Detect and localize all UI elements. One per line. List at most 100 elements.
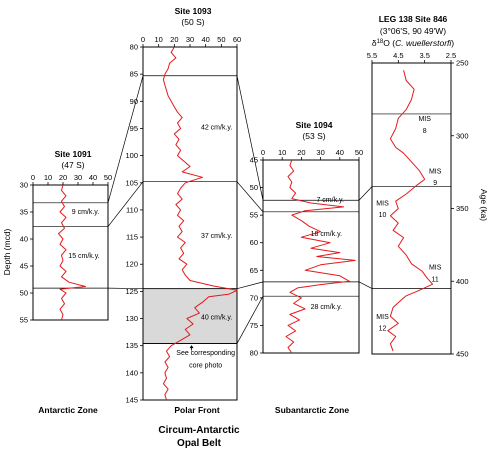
site1093-subtitle: (50 S) <box>181 17 204 27</box>
site1094-xtick-label-2: 20 <box>297 148 305 157</box>
site1091-title: Site 1091 <box>55 149 92 159</box>
site1093-ytick-label-0: 80 <box>130 43 138 52</box>
tie-line-6 <box>236 296 264 344</box>
site1091-ytick-label-2: 40 <box>20 235 28 244</box>
belt-title-line2: Opal Belt <box>177 438 222 449</box>
site1093-annotation-1: 37 cm/k.y. <box>201 233 232 240</box>
delta-symbol: δ <box>372 38 377 48</box>
site1094-xtick-label-0: 0 <box>261 148 265 157</box>
zone-subantarctic: Subantarctic Zone <box>275 405 349 415</box>
site1093-annotation-3: See corresponding <box>176 350 235 357</box>
site1091-ytick-label-0: 30 <box>20 181 28 190</box>
site1094-xtick-label-3: 30 <box>316 148 324 157</box>
site1091-ytick-label-1: 35 <box>20 208 28 217</box>
site846-annotation-8: MIS <box>376 314 389 321</box>
site1093-series-line <box>162 46 238 401</box>
site1093-xtick-label-3: 30 <box>186 35 194 44</box>
site1094-xtick-label-4: 40 <box>336 148 344 157</box>
site1094-ytick-label-3: 60 <box>250 238 258 247</box>
delta-superscript: 18 <box>377 39 384 45</box>
site1094-annotation-0: 7 cm/k.y. <box>316 197 344 204</box>
site1091-subtitle: (47 S) <box>61 160 84 170</box>
site1093-annotation-0: 42 cm/k.y. <box>201 125 232 132</box>
site1093-annotation-4: core photo <box>189 362 222 369</box>
site1091-xtick-label-4: 40 <box>89 173 97 182</box>
site1093-ytick-label-10: 130 <box>125 314 138 323</box>
site1094-series-line <box>285 159 356 354</box>
tie-line-8 <box>358 281 373 289</box>
site1094-ytick-label-2: 55 <box>250 211 258 220</box>
site1093-ytick-label-7: 115 <box>126 233 138 242</box>
core-photo-arrowhead <box>189 345 194 349</box>
site846-subtitle: (3°06'S, 90 49'W) <box>380 26 446 36</box>
site846-ytick-label-2: 350 <box>456 204 469 213</box>
site1093-panel: 0 10 20 30 40 50 60 80 85 90 95 100 105 110 115 120 125 1… <box>125 35 241 405</box>
site846-annotation-1: 8 <box>423 128 427 135</box>
site1094-ytick-label-0: 45 <box>250 156 258 165</box>
site1093-xtick-label-0: 0 <box>141 35 145 44</box>
site1094-subtitle: (53 S) <box>302 131 325 141</box>
site846-xtick-label-0: 5.5 <box>367 51 377 60</box>
site846-proxy-label: δ18O (C. wuellerstorfi) <box>372 38 454 48</box>
site846-annotation-4: MIS <box>376 201 389 208</box>
site1093-ytick-label-5: 105 <box>125 178 138 187</box>
site1093-xtick-label-5: 50 <box>217 35 225 44</box>
site846-annotation-5: 10 <box>379 212 387 219</box>
site1094-frame <box>262 159 360 354</box>
delta-o-label: O ( <box>383 38 395 48</box>
site1091-xtick-label-0: 0 <box>31 173 35 182</box>
tie-line-5 <box>236 281 264 290</box>
site846-ytick-label-3: 400 <box>456 277 469 286</box>
tie-line-4 <box>236 181 264 213</box>
site846-ylabel: Age (ka) <box>479 189 489 221</box>
site1093-ytick-label-1: 85 <box>130 70 138 79</box>
site1091-xtick-label-5: 50 <box>104 173 112 182</box>
site1091-annotation-1: 15 cm/k.y. <box>68 253 99 260</box>
site846-title: LEG 138 Site 846 <box>379 14 448 24</box>
site1091-annotation-0: 9 cm/k.y. <box>72 209 100 216</box>
site1091-panel: 0 10 20 30 40 50 30 35 40 45 50 55 9 cm/k.y. 15 cm/k.… <box>20 173 113 325</box>
site1094-ytick-label-1: 50 <box>250 183 258 192</box>
zone-polar-front: Polar Front <box>174 405 220 415</box>
site1093-ytick-label-13: 145 <box>125 396 138 405</box>
tie-line-3 <box>236 75 264 201</box>
site1093-ytick-label-3: 95 <box>130 124 138 133</box>
site1091-xtick-label-2: 20 <box>59 173 67 182</box>
site1094-ytick-label-5: 70 <box>250 293 258 302</box>
site846-annotation-9: 12 <box>379 326 387 333</box>
site1093-xtick-label-2: 20 <box>170 35 178 44</box>
site846-xtick-label-1: 4.5 <box>393 51 403 60</box>
site1094-xtick-label-1: 10 <box>278 148 286 157</box>
site1093-ytick-label-9: 125 <box>125 287 138 296</box>
species-name: C. wuellerstorfi <box>395 38 452 48</box>
site846-series-line <box>387 70 434 352</box>
tie-line-1 <box>107 181 144 227</box>
site1094-panel: 0 10 20 30 40 50 45 50 55 60 65 70 75 80 7 cm/k.y. 18 c… <box>250 148 364 358</box>
site846-xtick-label-2: 3.5 <box>419 51 429 60</box>
site1093-xtick-label-6: 60 <box>233 35 241 44</box>
site846-ytick-label-4: 450 <box>456 350 469 359</box>
belt-title-line1: Circum-Antarctic <box>158 425 240 436</box>
site846-annotation-2: MIS <box>429 169 442 176</box>
site1091-ytick-label-3: 45 <box>20 262 28 271</box>
site1091-ytick-label-4: 50 <box>20 289 28 298</box>
site846-ytick-label-1: 300 <box>456 131 469 140</box>
site846-xtick-label-3: 2.5 <box>446 51 456 60</box>
site1091-ytick-label-5: 55 <box>20 316 28 325</box>
site846-annotation-7: 11 <box>432 276 439 283</box>
tie-line-2 <box>107 287 144 290</box>
delta-close: ) <box>451 38 454 48</box>
site1093-ytick-label-4: 100 <box>125 151 138 160</box>
site1093-ytick-label-8: 120 <box>125 260 138 269</box>
site1093-annotation-2: 40 cm/k.y. <box>201 315 232 322</box>
site1091-series-line <box>58 184 86 321</box>
site846-ytick-label-0: 250 <box>456 59 469 68</box>
site846-annotation-6: MIS <box>429 265 442 272</box>
site1094-title: Site 1094 <box>296 120 333 130</box>
zone-antarctic: Antarctic Zone <box>38 405 98 415</box>
site1093-title: Site 1093 <box>175 6 212 16</box>
tie-line-0 <box>107 75 144 203</box>
site1093-ytick-label-6: 110 <box>126 205 138 214</box>
